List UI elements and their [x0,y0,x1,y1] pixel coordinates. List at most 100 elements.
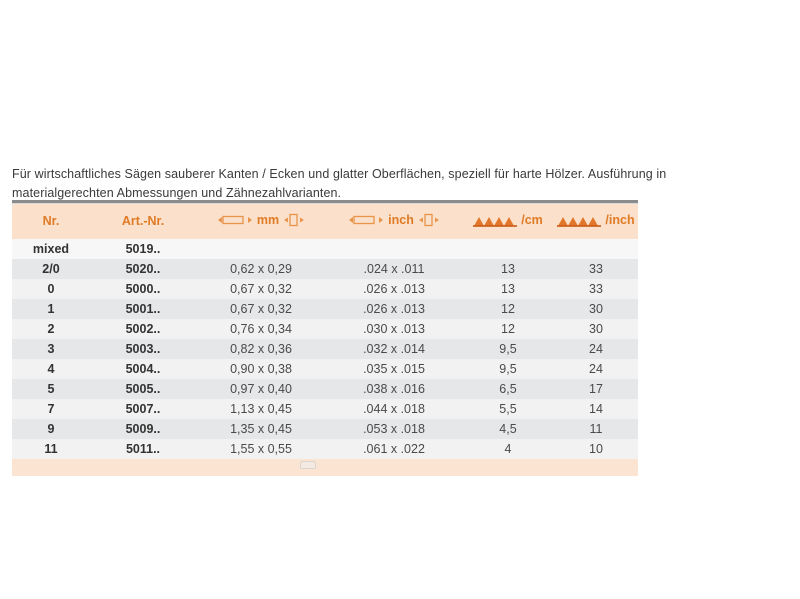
cell-teeth-cm: 5,5 [499,401,517,416]
cell-mm: 0,67 x 0,32 [230,281,292,296]
table-body: mixed 5019.. 2/0 5020.. 0,62 x 0,29 .024 x .0… [12,238,638,459]
cell-nr: 7 [47,401,55,416]
column-header-art-nr-label: Art.-Nr. [121,214,165,229]
column-header-mm: mm [196,204,326,239]
column-header-mm-label: mm [256,213,280,228]
table-row: 9 5009.. 1,35 x 0,45 .053 x .018 4,5 11 [12,418,638,439]
cell-mm: 1,13 x 0,45 [230,401,292,416]
width-measure-icon [217,214,253,226]
column-header-teeth-per-cm: /cm [462,204,554,239]
cell-teeth-inch: 30 [589,321,603,336]
cell-mm [196,239,326,259]
column-header-art-nr: Art.-Nr. [90,204,196,239]
cell-mm: 0,82 x 0,36 [230,341,292,356]
cell-nr: 4 [47,361,55,376]
column-header-teeth-per-inch: /inch [554,204,638,239]
cell-nr: 2/0 [42,261,60,276]
cell-inch: .044 x .018 [363,401,425,416]
cell-art-nr: 5001.. [125,301,161,316]
cell-teeth-cm [462,239,554,259]
cell-art-nr: 5005.. [125,381,161,396]
thickness-measure-icon [283,213,305,227]
thickness-measure-icon [418,213,440,227]
table-header: Nr. Art.-Nr. [12,204,638,239]
cell-nr: 11 [44,441,58,456]
cell-art-nr: 5003.. [125,341,161,356]
footer-mark-icon [300,460,316,469]
cell-nr: mixed [32,241,70,256]
cell-teeth-inch: 30 [589,301,603,316]
table-row: 2 5002.. 0,76 x 0,34 .030 x .013 12 30 [12,318,638,339]
cell-teeth-cm: 12 [501,321,515,336]
cell-teeth-inch: 24 [589,341,603,356]
saw-teeth-icon [557,214,602,227]
cell-teeth-cm: 13 [501,281,515,296]
table-row: 1 5001.. 0,67 x 0,32 .026 x .013 12 30 [12,298,638,319]
cell-art-nr: 5007.. [125,401,161,416]
cell-teeth-cm: 4 [504,441,512,456]
table-row: 5 5005.. 0,97 x 0,40 .038 x .016 6,5 17 [12,378,638,399]
cell-mm: 0,97 x 0,40 [230,381,292,396]
cell-art-nr: 5020.. [125,261,161,276]
cell-nr: 2 [47,321,55,336]
table-row: 2/0 5020.. 0,62 x 0,29 .024 x .011 13 33 [12,258,638,279]
table-row: mixed 5019.. [12,238,638,259]
cell-teeth-inch: 33 [589,261,603,276]
cell-teeth-inch [554,239,638,259]
cell-mm: 0,76 x 0,34 [230,321,292,336]
cell-teeth-cm: 9,5 [499,341,517,356]
cell-inch: .026 x .013 [363,281,425,296]
cell-inch: .038 x .016 [363,381,425,396]
cell-mm: 1,55 x 0,55 [230,441,292,456]
cell-inch [326,239,462,259]
column-header-nr-label: Nr. [42,214,60,229]
intro-paragraph: Für wirtschaftliches Sägen sauberer Kant… [12,166,667,200]
cell-inch: .024 x .011 [363,261,425,276]
cell-teeth-inch: 17 [589,381,603,396]
cell-teeth-cm: 9,5 [499,361,517,376]
column-header-inch-label: inch [388,213,414,228]
cell-mm: 0,67 x 0,32 [230,301,292,316]
cell-teeth-cm: 6,5 [499,381,517,396]
cell-inch: .061 x .022 [363,441,425,456]
blade-specification-table: Nr. Art.-Nr. [12,204,638,459]
table-row: 7 5007.. 1,13 x 0,45 .044 x .018 5,5 14 [12,398,638,419]
cell-mm: 0,90 x 0,38 [230,361,292,376]
cell-art-nr: 5019.. [125,241,161,256]
cell-teeth-inch: 14 [589,401,603,416]
cell-teeth-inch: 11 [589,421,603,436]
cell-nr: 3 [47,341,55,356]
cell-art-nr: 5000.. [125,281,161,296]
cell-nr: 1 [47,301,55,316]
cell-art-nr: 5004.. [125,361,161,376]
cell-mm: 0,62 x 0,29 [230,261,292,276]
column-header-nr: Nr. [12,204,90,239]
table-row: 4 5004.. 0,90 x 0,38 .035 x .015 9,5 24 [12,358,638,379]
cell-inch: .026 x .013 [363,301,425,316]
table-row: 11 5011.. 1,55 x 0,55 .061 x .022 4 10 [12,438,638,459]
table-footer-band [12,458,638,476]
cell-art-nr: 5009.. [125,421,161,436]
cell-nr: 5 [47,381,55,396]
table-row: 0 5000.. 0,67 x 0,32 .026 x .013 13 33 [12,278,638,299]
cell-nr: 0 [47,281,55,296]
cell-teeth-cm: 12 [501,301,515,316]
spec-table-container: Nr. Art.-Nr. [12,200,638,476]
cell-inch: .035 x .015 [363,361,425,376]
saw-teeth-icon [473,214,518,227]
table-header-row: Nr. Art.-Nr. [12,204,638,239]
cell-inch: .032 x .014 [363,341,425,356]
cell-teeth-inch: 10 [589,441,603,456]
cell-art-nr: 5011.. [125,441,161,456]
cell-art-nr: 5002.. [125,321,161,336]
table-row: 3 5003.. 0,82 x 0,36 .032 x .014 9,5 24 [12,338,638,359]
cell-inch: .053 x .018 [363,421,425,436]
cell-teeth-inch: 24 [589,361,603,376]
cell-teeth-cm: 13 [501,261,515,276]
cell-mm: 1,35 x 0,45 [230,421,292,436]
cell-inch: .030 x .013 [363,321,425,336]
cell-teeth-cm: 4,5 [499,421,517,436]
column-header-inch: inch [326,204,462,239]
cell-teeth-inch: 33 [589,281,603,296]
